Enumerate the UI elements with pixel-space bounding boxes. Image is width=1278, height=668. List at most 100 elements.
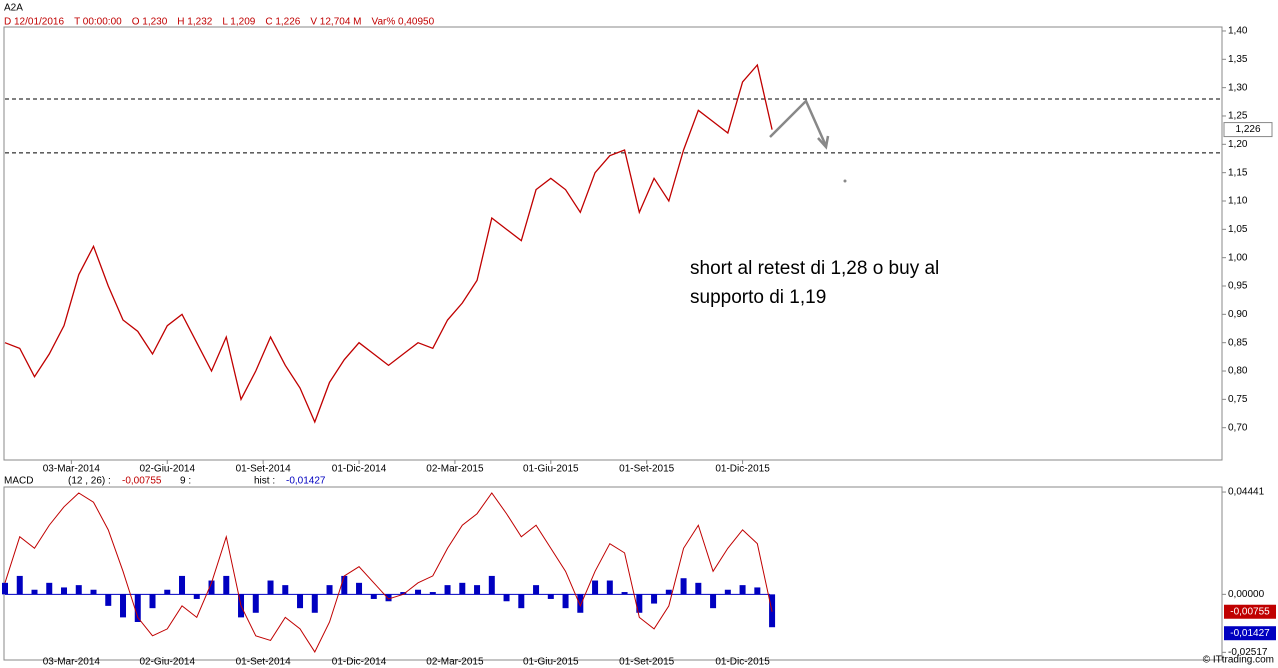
x-tick-label: 01-Dic-2015 — [715, 464, 770, 475]
x-tick-label: 01-Set-2015 — [619, 464, 674, 475]
macd-header: MACD — [4, 476, 33, 487]
macd-header: 9 : — [180, 476, 191, 487]
hist-bar — [193, 594, 200, 599]
hist-bar — [680, 578, 687, 595]
hist-bar — [208, 580, 215, 595]
y-tick-label: 0,75 — [1228, 394, 1248, 405]
y-tick-label: 0,90 — [1228, 309, 1248, 320]
x-tick-label: 01-Giu-2015 — [523, 464, 579, 475]
price-line — [4, 63, 773, 424]
y-tick-label: 0,70 — [1228, 422, 1248, 433]
x-tick-label: 01-Set-2014 — [236, 464, 291, 475]
y-tick-label: 1,20 — [1228, 139, 1248, 150]
macd-header: hist : — [254, 476, 275, 487]
info-item: L 1,209 — [222, 17, 255, 28]
x-tick-label: 01-Dic-2014 — [332, 657, 387, 668]
y-tick-label: 0,80 — [1228, 366, 1248, 377]
info-item: D 12/01/2016 — [4, 17, 64, 28]
hist-bar — [444, 585, 451, 595]
last-price-label: 1,226 — [1235, 124, 1260, 135]
price-chart: 0,70 0,75 0,80 0,85 0,90 0,95 1,00 1,05 1,10 1,15… — [4, 26, 1273, 668]
hist-bar — [311, 594, 318, 613]
macd-header: (12 , 26) : — [68, 476, 111, 487]
y-tick-label: 1,00 — [1228, 252, 1248, 263]
hist-value: -0,01427 — [286, 476, 326, 487]
hist-bar — [2, 582, 8, 595]
hist-bar — [370, 594, 377, 599]
x-tick-label: 02-Giu-2014 — [139, 464, 195, 475]
hist-bar — [75, 585, 82, 595]
hist-bar — [429, 592, 436, 595]
hist-bar — [518, 594, 525, 609]
info-bar: D 12/01/2016 T 00:00:00 O 1,230 H 1,232 L 1,… — [4, 17, 435, 28]
y-tick-label: 1,40 — [1228, 26, 1248, 37]
x-tick-label: 02-Giu-2014 — [139, 657, 195, 668]
hist-bar — [503, 594, 510, 602]
info-item: O 1,230 — [132, 17, 168, 28]
hist-bar — [61, 587, 68, 595]
y-tick-label: 0,85 — [1228, 337, 1248, 348]
last-price-box — [1223, 122, 1273, 138]
hist-bar — [474, 585, 481, 595]
hist-bar — [739, 585, 746, 595]
hist-bar — [385, 594, 392, 602]
last-value-label: -0,00755 — [1230, 606, 1270, 617]
hist-bar — [223, 575, 230, 595]
macd-value: -0,00755 — [122, 476, 162, 487]
hist-bar — [356, 582, 363, 595]
hist-bar — [297, 594, 304, 609]
hist-bar — [341, 575, 348, 595]
x-tick-label: 03-Mar-2014 — [43, 657, 101, 668]
hist-bar — [459, 582, 466, 595]
last-value-label: -0,01427 — [1230, 628, 1270, 639]
hist-bar — [695, 582, 702, 595]
y-tick-label: 1,35 — [1228, 54, 1248, 65]
hist-bar — [105, 594, 112, 606]
hist-bar — [31, 589, 38, 595]
y-tick-label: -0,02517 — [1228, 647, 1268, 658]
hist-bar — [267, 580, 274, 595]
hist-bar — [282, 585, 289, 595]
hist-bar — [400, 592, 407, 595]
annotation: supporto di 1,19 — [690, 287, 826, 308]
hist-bar — [621, 592, 628, 595]
x-tick-label: 01-Dic-2015 — [715, 657, 770, 668]
info-item: V 12,704 M — [310, 17, 361, 28]
arrow — [769, 98, 828, 147]
hist-bar — [16, 575, 23, 595]
macd-line — [4, 492, 773, 653]
hist-bar — [577, 594, 584, 613]
info-item: Var% 0,40950 — [372, 17, 435, 28]
hist-bar — [665, 589, 672, 595]
y-tick-label: 0,95 — [1228, 281, 1248, 292]
hist-bar — [724, 589, 731, 595]
last-value-box — [1224, 604, 1276, 619]
last-value-box — [1224, 626, 1276, 641]
arrow-head — [817, 135, 830, 150]
y-tick-label: 0,00000 — [1228, 589, 1265, 600]
dot — [843, 179, 847, 183]
footer: © ITtrading.com — [1203, 655, 1274, 666]
hist-bar — [562, 594, 569, 609]
symbol: A2A — [4, 3, 23, 14]
macd-chart: MACD (12 , 26) : 9 : hist : -0,00755 -0,01427… — [2, 476, 1276, 658]
macd-panel — [3, 486, 1223, 661]
hist-bar — [90, 589, 97, 595]
price-panel — [3, 26, 1223, 461]
x-tick-label: 01-Set-2014 — [236, 657, 291, 668]
y-tick-label: 0,04441 — [1228, 487, 1265, 498]
annotation: short al retest di 1,28 o buy al — [690, 258, 939, 279]
x-tick-label: 02-Mar-2015 — [426, 464, 484, 475]
hist-bar — [252, 594, 259, 613]
info-item: T 00:00:00 — [74, 17, 122, 28]
y-tick-label: 1,05 — [1228, 224, 1248, 235]
hist-bar — [164, 589, 171, 595]
x-tick-label: 02-Mar-2015 — [426, 657, 484, 668]
hist-bar — [120, 594, 127, 618]
y-tick-label: 1,15 — [1228, 167, 1248, 178]
x-tick-label: 01-Set-2015 — [619, 657, 674, 668]
hist-bar — [488, 575, 495, 595]
hist-bar — [46, 582, 53, 595]
